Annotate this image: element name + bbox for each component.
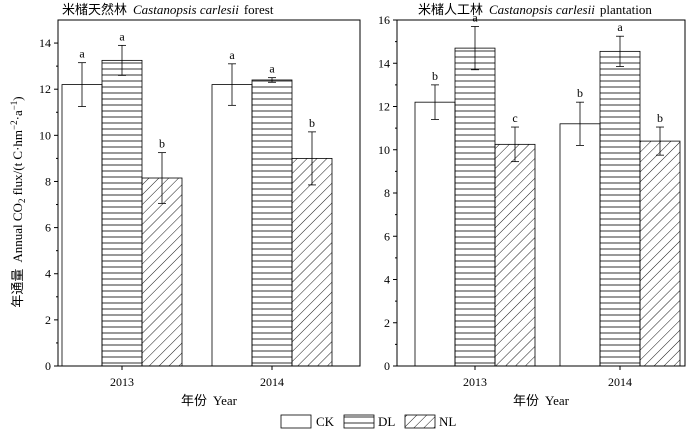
significance-letter: a [229, 48, 235, 62]
legend-label-nl: NL [439, 414, 456, 429]
y-tick-label: 4 [384, 273, 390, 287]
y-tick-label: 14 [378, 56, 390, 70]
y-tick-label: 16 [378, 13, 390, 27]
bar-dl-2013 [101, 59, 143, 367]
y-tick-label: 2 [384, 316, 390, 330]
y-tick-label: 10 [378, 143, 390, 157]
y-tick-label: 10 [39, 128, 51, 142]
legend-label-ck: CK [316, 414, 335, 429]
y-tick-label: 6 [45, 221, 51, 235]
right-x-axis-label: 年份 Year [513, 393, 570, 408]
y-axis-label: 年通量Annual CO2 flux/(t C·hm−2·a−1) [9, 96, 27, 307]
significance-letter: b [309, 116, 315, 130]
x-tick-label: 2013 [463, 375, 487, 389]
y-tick-label: 2 [45, 313, 51, 327]
y-tick-label: 12 [39, 82, 51, 96]
significance-letter: c [512, 111, 517, 125]
y-tick-label: 0 [45, 359, 51, 373]
significance-letter: a [269, 62, 275, 76]
bar-ck-2013 [61, 84, 103, 367]
significance-letter: b [159, 137, 165, 151]
significance-letter: b [432, 69, 438, 83]
bar-ck-2014 [211, 84, 253, 367]
bar-dl-2013 [454, 47, 496, 367]
bar-dl-2014 [599, 50, 641, 367]
right-panel: 米槠人工林 Castanopsis carlesii plantation b a c b… [378, 2, 686, 408]
legend-swatch-dl [343, 414, 375, 429]
bar-nl-2013 [494, 143, 536, 367]
y-tick-label: 6 [384, 229, 390, 243]
legend-label-dl: DL [378, 414, 395, 429]
significance-letter: a [472, 10, 478, 24]
left-x-axis-label: 年份 Year [181, 393, 238, 408]
bar-ck-2014 [559, 123, 601, 367]
y-tick-label: 4 [45, 267, 51, 281]
x-tick-label: 2014 [260, 375, 284, 389]
bar-nl-2014 [639, 140, 681, 367]
left-plot-frame [57, 19, 361, 367]
y-tick-label: 14 [39, 36, 51, 50]
bar-dl-2014 [251, 79, 293, 367]
legend: CK DL NL [280, 414, 456, 429]
significance-letter: a [617, 20, 623, 34]
y-tick-label: 8 [384, 186, 390, 200]
y-tick-label: 0 [384, 359, 390, 373]
left-panel: 米槠天然林 Castanopsis carlesii forest a a b a a b 0… [39, 2, 361, 408]
bar-ck-2013 [414, 101, 456, 367]
y-tick-label: 12 [378, 100, 390, 114]
significance-letter: b [657, 111, 663, 125]
left-panel-title: 米槠天然林 Castanopsis carlesii forest [62, 2, 274, 17]
x-tick-label: 2014 [608, 375, 632, 389]
x-tick-label: 2013 [110, 375, 134, 389]
significance-letter: b [577, 86, 583, 100]
legend-swatch-nl [404, 414, 436, 429]
legend-swatch-ck [280, 414, 312, 429]
bar-nl-2013 [141, 177, 183, 367]
significance-letter: a [119, 29, 125, 43]
bar-nl-2014 [291, 157, 333, 367]
right-panel-title: 米槠人工林 Castanopsis carlesii plantation [418, 2, 652, 17]
significance-letter: a [79, 47, 85, 61]
y-tick-label: 8 [45, 174, 51, 188]
